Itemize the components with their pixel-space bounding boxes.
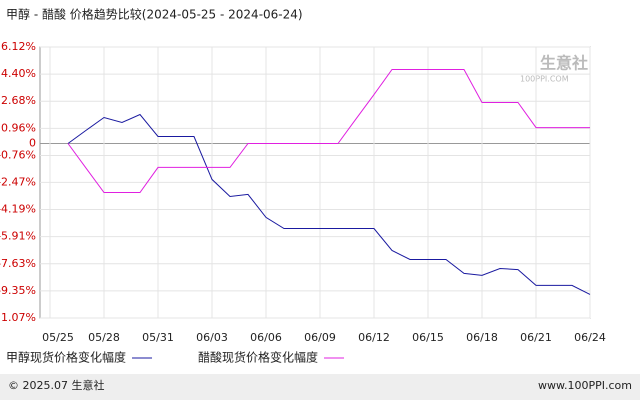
x-tick-label: 06/09 xyxy=(304,331,336,344)
legend-label: 甲醇现货价格变化幅度 xyxy=(6,350,126,365)
y-tick-label: 6.12% xyxy=(1,40,36,53)
x-tick-label: 06/06 xyxy=(250,331,282,344)
y-tick-label: -7.63% xyxy=(0,257,36,270)
footer-right: www.100PPI.com xyxy=(538,379,632,392)
y-tick-label: 4.40% xyxy=(1,67,36,80)
footer-left: © 2025.07 生意社 xyxy=(8,378,104,392)
x-tick-label: 06/15 xyxy=(412,331,444,344)
x-tick-label: 06/21 xyxy=(520,331,552,344)
y-tick-label: -9.35% xyxy=(0,284,36,297)
x-tick-label: 06/12 xyxy=(358,331,390,344)
x-tick-label: 05/31 xyxy=(142,331,174,344)
y-tick-label: 0.96% xyxy=(1,121,36,134)
x-tick-label: 05/25 xyxy=(42,331,74,344)
series-line xyxy=(67,69,590,193)
legend-label: 醋酸现货价格变化幅度 xyxy=(198,350,318,365)
y-tick-label: -5.91% xyxy=(0,230,36,243)
footer-band xyxy=(0,374,640,400)
y-tick-label: 2.68% xyxy=(1,94,36,107)
chart-title: 甲醇 - 醋酸 价格趋势比较(2024-05-25 - 2024-06-24) xyxy=(6,7,303,22)
x-tick-label: 06/18 xyxy=(466,331,498,344)
series-line xyxy=(67,113,591,295)
y-tick-label: 0 xyxy=(29,136,36,149)
y-tick-label: -4.19% xyxy=(0,203,36,216)
x-tick-label: 06/03 xyxy=(196,331,228,344)
x-tick-label: 05/28 xyxy=(88,331,120,344)
x-tick-label: 06/24 xyxy=(574,331,606,344)
watermark-site: 100PPI.COM xyxy=(520,75,569,84)
y-tick-label: -11.07% xyxy=(0,311,36,324)
y-tick-label: -2.47% xyxy=(0,175,36,188)
watermark-name: 生意社 xyxy=(540,54,588,73)
y-tick-label: -0.76% xyxy=(0,148,36,161)
